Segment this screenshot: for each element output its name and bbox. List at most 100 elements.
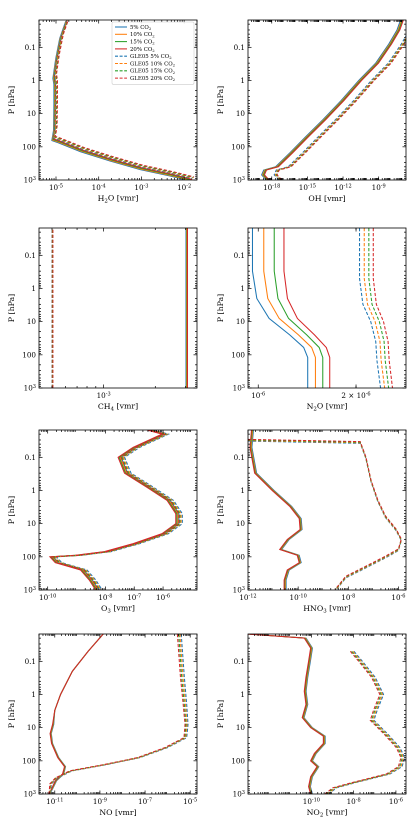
y-tick-label: 0.1 [234, 251, 245, 260]
axes-frame [247, 19, 407, 181]
legend-box [111, 21, 195, 85]
series-line-15-co [273, 228, 324, 388]
x-axis-label: H2O [vmr] [98, 193, 139, 204]
axes-frame [38, 633, 198, 795]
series-line-gle05-gle05-20-co [54, 20, 195, 178]
series-line-20-co [249, 430, 301, 590]
y-tick-label: 103 [24, 176, 36, 185]
y-tick-label: 10 [27, 519, 37, 528]
y-axis-label: P [hPa] [7, 86, 16, 114]
x-tick-label: 10-5 [183, 797, 197, 806]
axes-frame [38, 227, 198, 389]
series-line-15-co [262, 20, 403, 180]
y-tick-label: 10 [236, 519, 246, 528]
series-line-5-co [260, 20, 402, 180]
legend-label: GLE05 20% CO2 [130, 76, 176, 82]
x-tick-label: 10-7 [127, 593, 141, 602]
x-tick-label: 10-2 [177, 183, 191, 192]
series-line-20-co [283, 228, 331, 388]
x-axis-label: HNO3 [vmr] [303, 603, 351, 614]
x-tick-label: 10-6 [251, 391, 265, 400]
y-tick-label: 103 [233, 176, 245, 185]
x-axis-label: O3 [vmr] [101, 603, 135, 614]
y-tick-label: 103 [24, 586, 36, 595]
series-line-10-co [248, 634, 326, 794]
y-tick-label: 10 [27, 109, 37, 118]
axes-frame [38, 429, 198, 591]
series-group [248, 634, 406, 794]
x-tick-label: 10-4 [92, 183, 106, 192]
x-tick-label: 10-10 [290, 593, 307, 602]
series-line-gle05-gle05-10-co [274, 36, 406, 180]
x-tick-label: 10-12 [239, 593, 256, 602]
y-tick-label: 103 [233, 384, 245, 393]
series-line-10-co [263, 228, 316, 388]
legend-label: GLE05 15% CO2 [130, 69, 176, 75]
y-tick-label: 0.1 [234, 657, 245, 666]
y-tick-label: 100 [231, 756, 245, 765]
series-line-gle05-gle05-5-co [273, 35, 406, 180]
y-tick-label: 103 [233, 790, 245, 799]
x-tick-label: 10-10 [303, 797, 320, 806]
series-line-gle05-gle05-20-co [276, 39, 406, 180]
x-tick-label: 10-9 [372, 183, 386, 192]
series-line-20-co [48, 430, 177, 590]
y-tick-label: 10 [236, 109, 246, 118]
y-tick-label: 1 [31, 284, 36, 293]
y-axis-label: P [hPa] [216, 700, 225, 728]
series-line-5-co [251, 228, 309, 388]
series-line-gle05-gle05-5-co [55, 430, 183, 590]
y-tick-label: 103 [24, 384, 36, 393]
y-tick-label: 1 [31, 486, 36, 495]
x-tick-label: 10-8 [98, 593, 112, 602]
x-axis-label: N2O [vmr] [307, 401, 348, 412]
y-tick-label: 0.1 [25, 453, 36, 462]
series-group [51, 228, 188, 388]
series-line-gle05-gle05-5-co [52, 20, 193, 179]
series-group [48, 634, 189, 794]
series-line-gle05-gle05-15-co [248, 439, 402, 590]
x-axis-label: CH4 [vmr] [98, 401, 138, 412]
legend-label: GLE05 10% CO2 [130, 61, 176, 67]
y-tick-label: 1 [240, 284, 245, 293]
y-tick-label: 0.1 [234, 453, 245, 462]
series-group [251, 228, 394, 388]
legend-label: 5% CO2 [130, 25, 152, 31]
y-axis-label: P [hPa] [7, 294, 16, 322]
x-tick-label: 10-6 [156, 593, 170, 602]
x-axis-label: NO2 [vmr] [307, 807, 348, 818]
panel-h2o: 0.1 1 10 100 103 10-5 10-4 10-3 10-2 H2O [vmr] P [… [7, 19, 198, 205]
y-axis-label: P [hPa] [7, 700, 16, 728]
legend-label: 15% CO2 [130, 40, 155, 46]
y-tick-label: 1 [31, 690, 36, 699]
x-axis-label: OH [vmr] [308, 194, 345, 203]
x-tick-label: 10-5 [49, 183, 63, 192]
x-tick-label: 10-3 [134, 183, 148, 192]
series-line-gle05-gle05-10-co [53, 20, 193, 179]
x-tick-label: 10-11 [46, 797, 63, 806]
series-line-gle05-gle05-5-co [358, 228, 382, 388]
y-tick-label: 103 [233, 586, 245, 595]
series-line-20-co [248, 634, 324, 794]
x-tick-label: 10-15 [299, 183, 316, 192]
series-line-gle05-gle05-5-co [248, 440, 402, 590]
y-tick-label: 10 [27, 723, 37, 732]
y-tick-label: 103 [24, 790, 36, 799]
x-tick-label: 10-6 [391, 593, 405, 602]
x-tick-label: 10-8 [347, 797, 361, 806]
y-tick-label: 100 [22, 350, 36, 359]
series-line-gle05-gle05-20-co [372, 228, 394, 388]
y-tick-label: 100 [22, 142, 36, 151]
series-line-gle05-gle05-15-co [49, 634, 187, 794]
panel-no: 0.1 1 10 100 103 10-11 10-9 10-7 10-5 NO [vmr] P [… [7, 633, 198, 817]
axes-frame [247, 429, 407, 591]
series-line-20-co [263, 20, 404, 180]
series-line-gle05-gle05-5-co [328, 651, 406, 794]
legend-label: 10% CO2 [130, 32, 155, 38]
x-tick-label: 10-6 [389, 797, 403, 806]
y-tick-label: 100 [231, 350, 245, 359]
series-line-gle05-gle05-20-co [51, 430, 180, 590]
y-tick-label: 0.1 [234, 43, 245, 52]
